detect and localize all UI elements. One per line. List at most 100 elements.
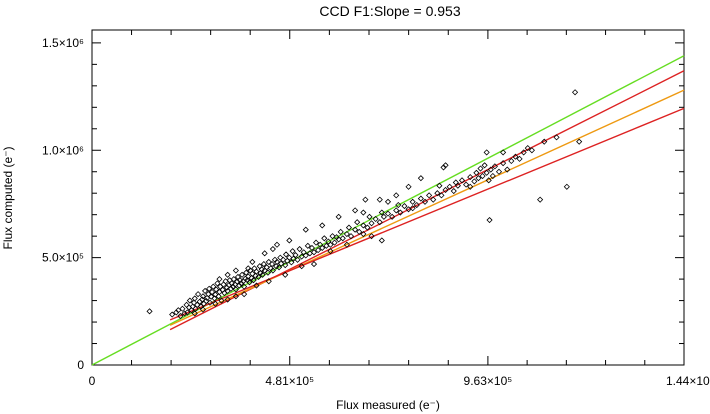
data-point — [331, 239, 338, 246]
data-point — [169, 311, 176, 318]
data-point — [249, 270, 256, 277]
data-point — [473, 169, 480, 176]
data-point — [264, 269, 272, 276]
data-point — [236, 282, 243, 289]
data-point — [389, 213, 396, 220]
data-point — [438, 192, 445, 199]
data-point — [250, 277, 257, 284]
data-point — [245, 273, 252, 280]
data-point — [393, 207, 400, 214]
data-point — [227, 285, 235, 292]
data-point — [294, 256, 301, 263]
data-point — [260, 261, 267, 268]
data-point — [528, 147, 535, 154]
data-point — [146, 308, 153, 315]
plot-frame — [91, 29, 685, 366]
data-point — [282, 251, 290, 258]
data-point — [310, 249, 318, 256]
data-point — [329, 233, 336, 240]
data-point — [298, 263, 305, 270]
data-point — [238, 271, 246, 278]
data-point — [352, 207, 359, 214]
data-point — [286, 254, 293, 261]
data-point — [417, 195, 424, 202]
data-point — [347, 233, 355, 240]
y-tick-label: 5.0×10⁵ — [42, 251, 84, 265]
data-point — [211, 295, 218, 302]
data-point — [199, 296, 206, 303]
data-point — [184, 309, 191, 316]
data-point — [486, 216, 493, 224]
data-point — [273, 241, 281, 248]
data-point — [229, 283, 237, 290]
data-point — [213, 286, 220, 293]
data-point — [500, 160, 507, 167]
data-point — [397, 209, 404, 216]
data-point — [186, 297, 193, 304]
data-point — [290, 255, 297, 262]
data-point — [241, 291, 248, 298]
data-point — [258, 266, 265, 273]
data-point — [232, 293, 239, 300]
data-point — [446, 183, 453, 190]
y-tick-label: 0 — [77, 358, 84, 372]
data-point — [378, 209, 385, 216]
data-point — [409, 198, 416, 205]
data-point — [537, 196, 544, 203]
data-point — [286, 237, 293, 244]
data-point — [243, 269, 250, 276]
data-point — [356, 228, 363, 235]
data-point — [475, 175, 482, 182]
data-point — [463, 181, 470, 188]
data-point — [308, 244, 316, 252]
data-point — [191, 310, 198, 317]
data-point — [269, 267, 276, 274]
data-point — [288, 259, 295, 266]
data-point — [208, 293, 215, 300]
data-point — [485, 177, 492, 184]
data-point — [409, 205, 416, 212]
data-point — [292, 251, 299, 259]
data-point — [206, 299, 214, 306]
data-point — [263, 264, 270, 271]
axis-ticks: 0 4.81×10⁵ 9.63×10⁵ 1.44×10⁶ 0 5.0×10⁵ 1.0×10⁶… — [42, 30, 710, 388]
data-point — [302, 252, 309, 259]
data-point — [541, 138, 548, 145]
data-point — [354, 219, 361, 226]
data-point — [362, 196, 369, 203]
data-point — [553, 134, 560, 141]
data-point — [191, 295, 198, 302]
data-point — [230, 276, 237, 283]
data-point — [282, 271, 289, 278]
data-point — [218, 297, 225, 304]
data-point — [368, 220, 375, 227]
data-point — [319, 244, 326, 252]
fit-line — [169, 107, 685, 321]
data-point — [210, 283, 217, 290]
data-point — [352, 226, 359, 233]
data-point — [253, 282, 260, 289]
data-point — [194, 301, 201, 308]
data-point — [426, 192, 433, 199]
data-points — [146, 89, 583, 320]
data-point — [201, 287, 209, 294]
data-point — [261, 250, 268, 257]
data-point — [181, 310, 188, 317]
data-point — [224, 296, 231, 303]
data-point — [413, 201, 420, 209]
data-point — [571, 89, 579, 96]
data-point — [246, 279, 253, 286]
data-point — [491, 163, 498, 170]
data-point — [255, 273, 262, 281]
data-point — [208, 288, 216, 296]
data-point — [273, 258, 281, 265]
data-point — [360, 222, 367, 229]
data-point — [269, 261, 276, 268]
data-point — [368, 233, 375, 240]
data-point — [278, 260, 285, 267]
data-point — [512, 153, 519, 160]
data-point — [312, 239, 320, 246]
data-point — [339, 235, 346, 242]
data-point — [483, 169, 490, 176]
